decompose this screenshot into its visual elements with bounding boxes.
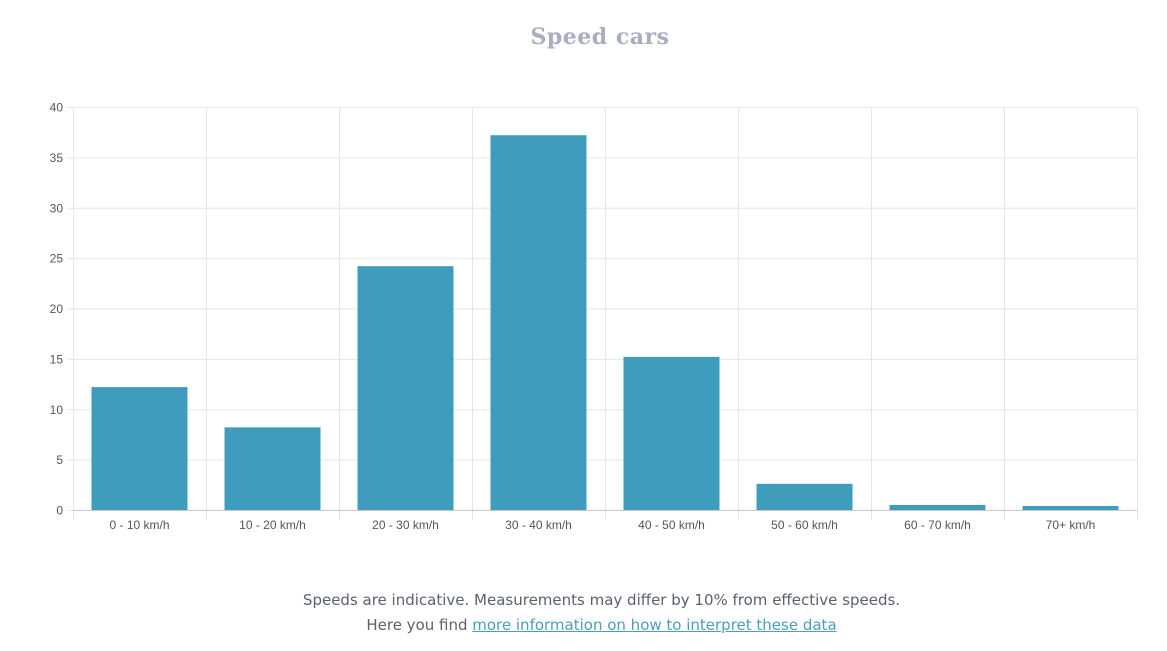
x-tick-label: 10 - 20 km/h: [239, 518, 306, 532]
bar: [623, 356, 720, 510]
y-tick-label: 35: [50, 151, 64, 165]
x-tick-label: 70+ km/h: [1046, 518, 1096, 532]
bar-chart: 0 5 10 15 20 25 30 35 40 0 - 10 km/h 10 - 20 km/h 2…: [50, 101, 1138, 532]
bar: [889, 504, 986, 510]
y-tick-label: 20: [50, 302, 64, 316]
bar: [756, 483, 853, 510]
bar: [224, 427, 321, 510]
bar: [91, 387, 188, 510]
y-tick-label: 5: [56, 453, 63, 467]
bar: [490, 135, 587, 510]
info-prefix: Here you find: [366, 616, 473, 634]
y-tick-label: 25: [50, 252, 64, 266]
x-tick-label: 50 - 60 km/h: [771, 518, 838, 532]
y-tick-label: 30: [50, 201, 64, 215]
info-line: Here you find more information on how to…: [0, 616, 1167, 634]
info-link[interactable]: more information on how to interpret the…: [472, 616, 837, 634]
bar: [1022, 505, 1119, 510]
x-tick-label: 40 - 50 km/h: [638, 518, 705, 532]
x-tick-label: 30 - 40 km/h: [505, 518, 572, 532]
y-tick-label: 10: [50, 403, 64, 417]
speed-disclaimer: Speeds are indicative. Measurements may …: [302, 591, 901, 609]
x-tick-label: 60 - 70 km/h: [904, 518, 971, 532]
y-tick-label: 40: [50, 101, 64, 115]
chart-title: Speed cars: [530, 24, 670, 50]
y-tick-label: 15: [50, 352, 64, 366]
bar: [357, 266, 454, 510]
y-tick-label: 0: [56, 504, 63, 518]
x-tick-label: 20 - 30 km/h: [372, 518, 439, 532]
x-tick-label: 0 - 10 km/h: [109, 518, 169, 532]
